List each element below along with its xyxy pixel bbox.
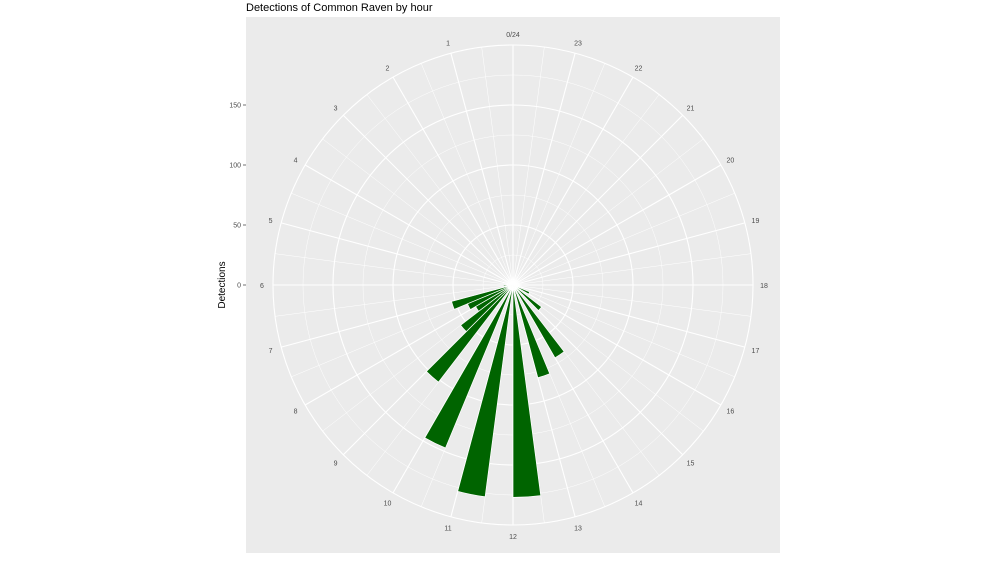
grid-spoke bbox=[512, 222, 745, 286]
hour-tick-label: 0/24 bbox=[506, 32, 520, 39]
grid-spoke bbox=[392, 76, 514, 286]
bar-hour-16 bbox=[512, 284, 531, 295]
y-tick-label: 0 bbox=[237, 283, 241, 290]
chart-title: Detections of Common Raven by hour bbox=[246, 2, 433, 14]
hour-tick-label: 17 bbox=[752, 348, 760, 355]
grid-spoke bbox=[512, 284, 735, 378]
grid-spoke bbox=[366, 94, 514, 286]
hour-tick-label: 23 bbox=[574, 41, 582, 48]
hour-tick-label: 16 bbox=[726, 409, 734, 416]
grid-spoke bbox=[512, 253, 751, 286]
grid-spoke bbox=[512, 284, 745, 348]
grid-spoke bbox=[512, 94, 660, 286]
grid-spoke bbox=[420, 63, 514, 286]
hour-tick-label: 6 bbox=[260, 283, 264, 290]
hour-tick-label: 8 bbox=[294, 409, 298, 416]
hour-tick-label: 5 bbox=[269, 218, 273, 225]
grid-spoke bbox=[304, 164, 514, 286]
grid-spoke bbox=[512, 164, 722, 286]
hour-tick-label: 4 bbox=[294, 158, 298, 165]
grid-spoke bbox=[512, 284, 722, 406]
hour-tick-label: 15 bbox=[687, 460, 695, 467]
hour-tick-label: 2 bbox=[386, 66, 390, 73]
y-tick-label: 100 bbox=[229, 163, 241, 170]
hour-tick-label: 21 bbox=[687, 106, 695, 113]
grid-spoke bbox=[512, 76, 634, 286]
grid-spoke bbox=[512, 284, 684, 456]
y-tick-label: 50 bbox=[233, 223, 241, 230]
hour-tick-label: 7 bbox=[269, 348, 273, 355]
grid-spoke bbox=[512, 284, 704, 432]
grid-spoke bbox=[512, 47, 545, 286]
bar-hour-14 bbox=[512, 284, 565, 359]
grid-spoke bbox=[512, 192, 735, 286]
hour-tick-label: 14 bbox=[635, 500, 643, 507]
bar-hour-15 bbox=[512, 284, 543, 311]
bars-layer bbox=[424, 284, 565, 498]
hour-tick-label: 9 bbox=[334, 460, 338, 467]
hour-tick-label: 22 bbox=[635, 66, 643, 73]
hour-tick-label: 18 bbox=[760, 283, 768, 290]
hour-tick-label: 12 bbox=[509, 534, 517, 541]
bar-hour-10 bbox=[424, 284, 514, 449]
hour-tick-label: 19 bbox=[752, 218, 760, 225]
bar-hour-12 bbox=[512, 284, 542, 498]
hour-tick-label: 20 bbox=[726, 158, 734, 165]
grid-spoke bbox=[281, 222, 514, 286]
grid-spoke bbox=[481, 47, 514, 286]
grid-spoke bbox=[512, 284, 751, 317]
grid-spoke bbox=[512, 53, 576, 286]
grid-spoke bbox=[275, 253, 514, 286]
bar-hour-11 bbox=[457, 284, 514, 498]
grid-spoke bbox=[291, 192, 514, 286]
hour-tick-label: 1 bbox=[446, 41, 450, 48]
bar-hour-9 bbox=[425, 284, 514, 383]
grid-spoke bbox=[322, 138, 514, 286]
hour-tick-label: 11 bbox=[444, 525, 451, 532]
grid-spoke bbox=[275, 284, 514, 317]
labels-layer: 0/24123456789101112131415161718192021222… bbox=[229, 32, 768, 541]
y-tick-label: 150 bbox=[229, 103, 241, 110]
bar-hour-7-5 bbox=[467, 284, 514, 311]
bar-hour-13 bbox=[512, 284, 551, 379]
grid-spoke bbox=[512, 138, 704, 286]
hour-tick-label: 3 bbox=[334, 106, 338, 113]
hour-tick-label: 10 bbox=[384, 500, 392, 507]
grid-spoke bbox=[512, 114, 684, 286]
hour-tick-label: 13 bbox=[574, 525, 582, 532]
grid-spoke bbox=[342, 114, 514, 286]
grid-spoke bbox=[450, 53, 514, 286]
grid-spoke bbox=[512, 63, 606, 286]
